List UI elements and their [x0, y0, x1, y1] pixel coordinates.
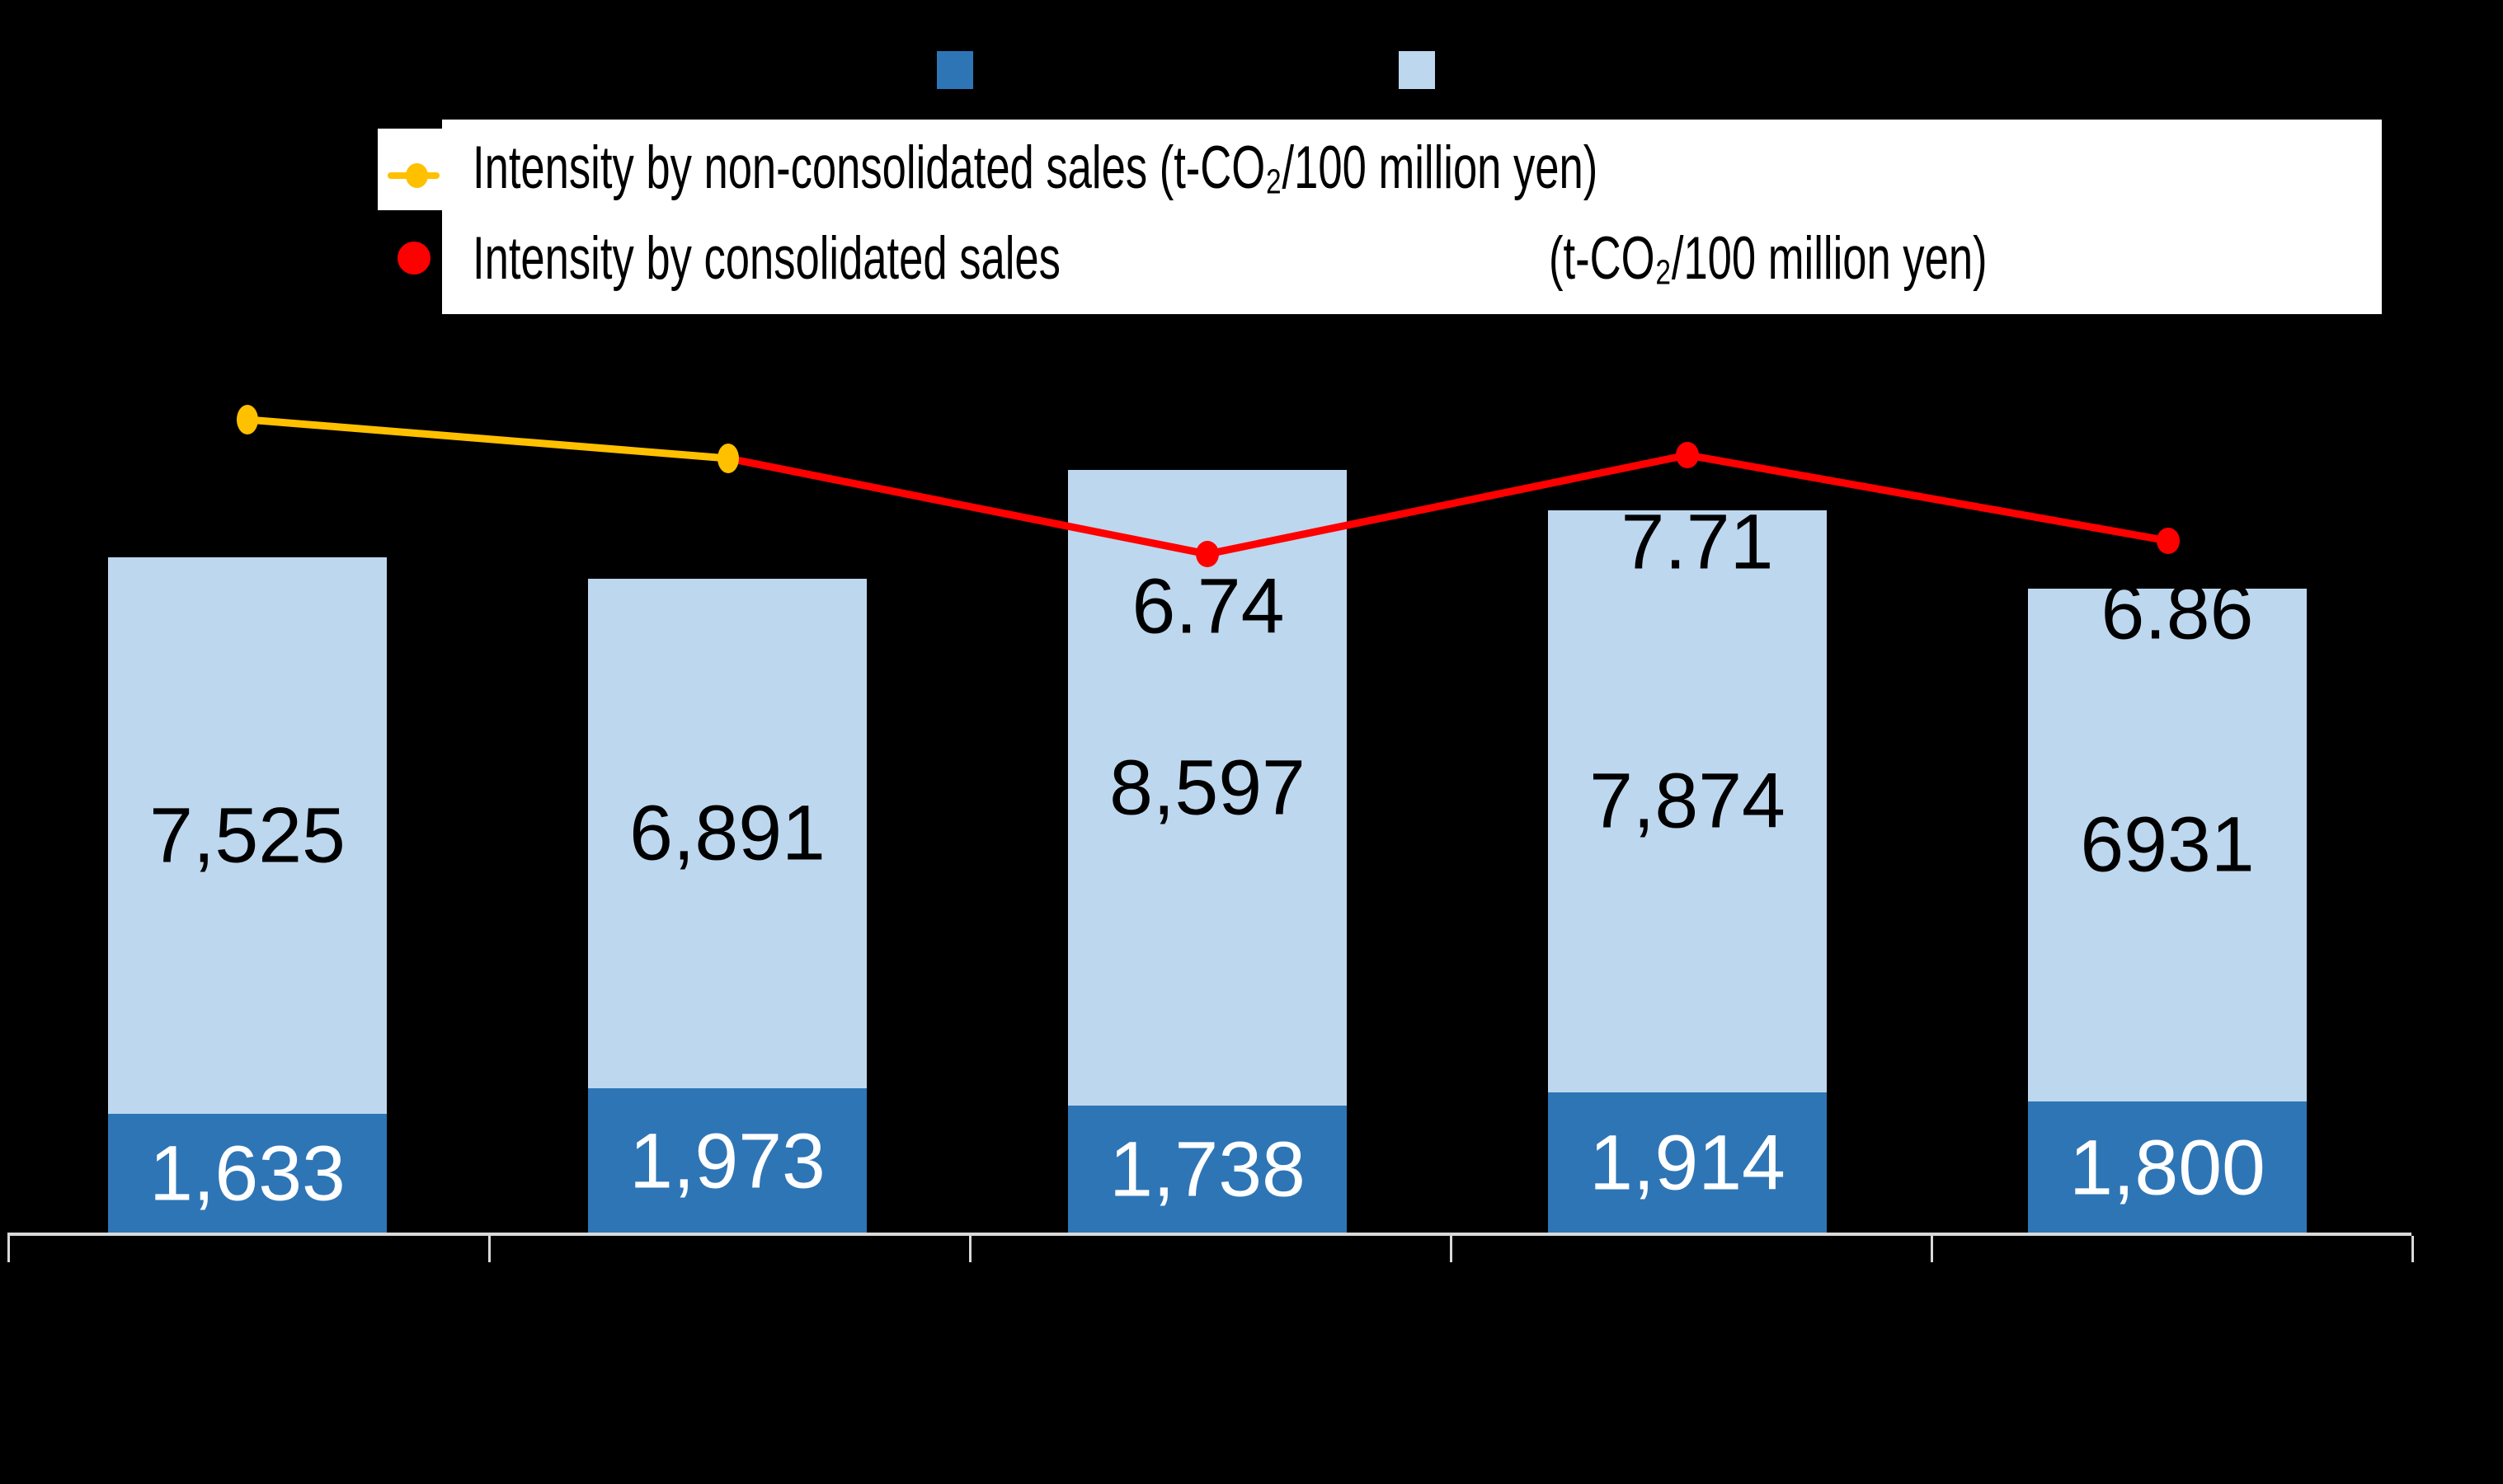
legend-label-consolidated: Intensity by consolidated sales	[473, 225, 1061, 292]
bar-segment-dark	[1068, 1106, 1347, 1234]
bar-label-light: 8,597	[1109, 744, 1306, 831]
legend-swatch-light-blue	[1399, 51, 1435, 89]
line-data-label: 7.71	[1621, 498, 1774, 586]
x-axis-tick	[1931, 1236, 1933, 1262]
bar-segment-light	[588, 579, 867, 1088]
x-axis-tick	[2411, 1236, 2414, 1262]
yellow-line-point	[237, 405, 258, 434]
bar-label-dark: 1,633	[149, 1129, 346, 1218]
bar-segment-light	[1068, 470, 1347, 1106]
red-line-point	[2157, 528, 2180, 554]
x-axis-tick	[488, 1236, 491, 1262]
bar1-total-comma-artifact: ,	[185, 477, 207, 564]
bar-label-light: 6931	[2080, 801, 2255, 889]
bar-segment-dark	[2028, 1101, 2307, 1234]
bar-segment-dark	[108, 1114, 387, 1234]
bar-segment-light	[1548, 510, 1827, 1092]
bar-label-dark: 1,914	[1589, 1119, 1786, 1207]
x-axis-tick	[7, 1236, 10, 1262]
yellow-dot-marker-icon	[406, 163, 428, 188]
bar-label-light: 7,874	[1589, 757, 1786, 845]
red-dot-marker-icon	[398, 242, 430, 275]
yellow-line-point	[717, 444, 739, 473]
bar-segment-dark	[1548, 1092, 1827, 1234]
non-consolidated-intensity-line	[247, 416, 729, 463]
bar-label-light: 6,891	[629, 789, 826, 877]
line-data-label: 6.74	[1132, 562, 1285, 650]
line-data-label: 6.86	[2101, 568, 2254, 656]
bar-label-dark: 1,973	[629, 1117, 826, 1205]
chart-legend	[442, 120, 2382, 314]
consolidated-intensity-line	[727, 451, 2169, 558]
x-axis-line	[7, 1233, 2411, 1236]
x-axis-tick	[1450, 1236, 1452, 1262]
bar-label-dark: 1,738	[1109, 1125, 1306, 1214]
x-axis-tick	[969, 1236, 972, 1262]
legend-label-non-consolidated: Intensity by non-consolidated sales (t-C…	[473, 134, 1598, 201]
bar-segment-light	[2028, 589, 2307, 1101]
bar-label-light: 7,525	[149, 791, 346, 879]
bar-label-dark: 1,800	[2069, 1124, 2265, 1211]
legend-label-consolidated-unit: (t-CO₂/100 million yen)	[1549, 225, 1988, 292]
legend-swatch-dark-blue	[937, 51, 973, 89]
red-line-point	[1676, 442, 1699, 468]
bar-segment-dark	[588, 1088, 867, 1234]
bar-segment-light	[108, 557, 387, 1114]
